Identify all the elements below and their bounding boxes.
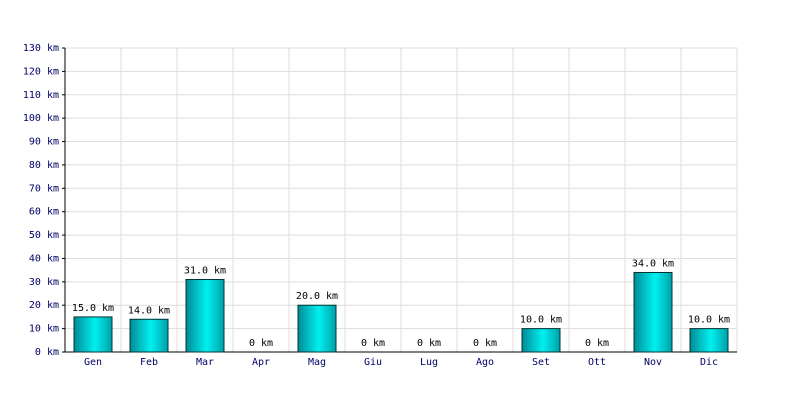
y-tick-label: 120 km bbox=[23, 66, 59, 77]
y-tick-label: 20 km bbox=[29, 300, 59, 311]
value-label: 0 km bbox=[417, 338, 441, 349]
x-tick-label: Mag bbox=[308, 357, 326, 368]
y-tick-label: 50 km bbox=[29, 230, 59, 241]
y-tick-label: 30 km bbox=[29, 277, 59, 288]
bar bbox=[689, 328, 729, 353]
y-tick-label: 60 km bbox=[29, 207, 59, 218]
x-tick-label: Ago bbox=[476, 357, 494, 368]
bar bbox=[521, 328, 561, 353]
x-tick-label: Dic bbox=[700, 357, 718, 368]
y-tick-label: 110 km bbox=[23, 90, 59, 101]
value-label: 10.0 km bbox=[688, 315, 730, 326]
x-tick-label: Lug bbox=[420, 357, 438, 368]
y-tick-label: 40 km bbox=[29, 253, 59, 264]
value-label: 0 km bbox=[585, 338, 609, 349]
value-label: 15.0 km bbox=[72, 303, 114, 314]
bar bbox=[73, 316, 113, 353]
x-tick-label: Set bbox=[532, 357, 550, 368]
y-tick-label: 90 km bbox=[29, 137, 59, 148]
y-tick-label: 80 km bbox=[29, 160, 59, 171]
x-tick-label: Feb bbox=[140, 357, 158, 368]
y-tick-label: 0 km bbox=[35, 347, 59, 358]
bar bbox=[297, 304, 337, 353]
x-tick-label: Giu bbox=[364, 357, 382, 368]
value-label: 34.0 km bbox=[632, 258, 674, 269]
y-tick-label: 100 km bbox=[23, 113, 59, 124]
x-tick-label: Apr bbox=[252, 357, 270, 368]
y-tick-label: 70 km bbox=[29, 183, 59, 194]
bar bbox=[633, 271, 673, 353]
bar bbox=[185, 279, 225, 353]
value-label: 0 km bbox=[473, 338, 497, 349]
x-tick-label: Nov bbox=[644, 357, 662, 368]
y-tick-label: 130 km bbox=[23, 43, 59, 54]
x-tick-label: Ott bbox=[588, 357, 606, 368]
x-tick-label: Gen bbox=[84, 357, 102, 368]
value-label: 0 km bbox=[249, 338, 273, 349]
y-tick-label: 10 km bbox=[29, 324, 59, 335]
value-label: 10.0 km bbox=[520, 315, 562, 326]
value-label: 31.0 km bbox=[184, 266, 226, 277]
x-tick-label: Mar bbox=[196, 357, 214, 368]
value-label: 0 km bbox=[361, 338, 385, 349]
bar bbox=[129, 318, 169, 353]
value-label: 20.0 km bbox=[296, 291, 338, 302]
value-label: 14.0 km bbox=[128, 305, 170, 316]
